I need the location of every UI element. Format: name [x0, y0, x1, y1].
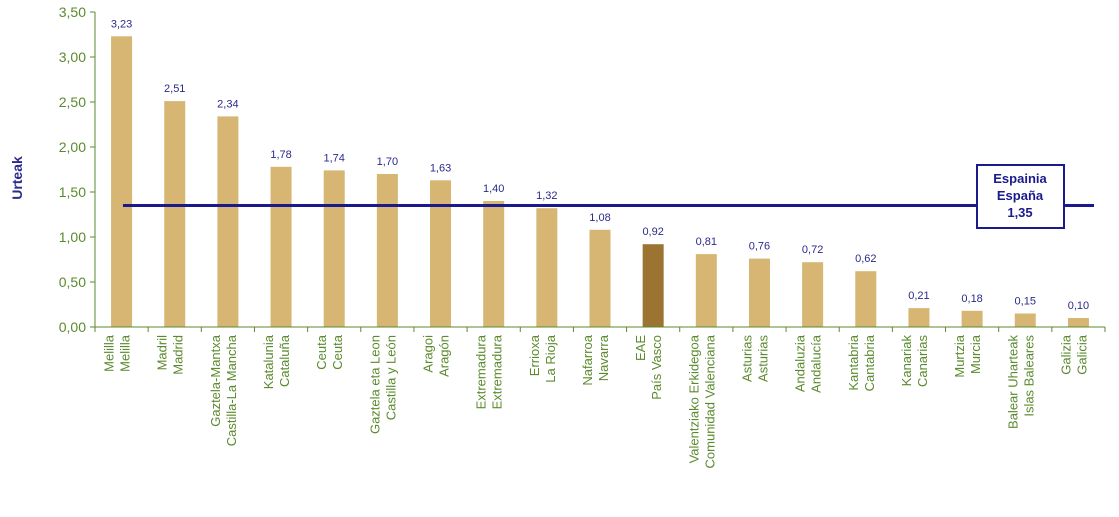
value-labels: 3,23 2,51 2,34 1,78 1,74 1,70 1,63 1,40 1,32 1,08… [111, 18, 1089, 312]
bar [536, 208, 558, 327]
value-label: 3,23 [111, 18, 132, 30]
category-label: Extremadura [490, 334, 505, 409]
bar [164, 101, 186, 327]
y-tick-label: 3,50 [59, 4, 86, 20]
bars [111, 36, 1089, 328]
category-label: Balear Uharteak [1005, 335, 1020, 429]
y-tick-label: 1,00 [59, 229, 86, 245]
category-label: Asturias [739, 335, 754, 382]
value-label: 2,51 [164, 83, 185, 95]
value-label: 1,74 [323, 152, 344, 164]
category-label: Gaztela-Mantxa [208, 334, 223, 427]
bar [430, 180, 452, 327]
bar [855, 271, 877, 327]
category-label: Islas Baleares [1021, 335, 1036, 417]
category-label: Ceuta [314, 334, 329, 369]
value-label: 1,78 [270, 149, 291, 161]
bar [323, 170, 345, 327]
y-tick-label: 0,50 [59, 274, 86, 290]
y-tick-label: 0,00 [59, 319, 86, 335]
category-label: EAE [633, 335, 648, 361]
bar [483, 201, 505, 327]
axes [94, 12, 1106, 332]
y-axis-label: Urteak [9, 156, 25, 200]
category-label: Aragón [437, 335, 452, 377]
value-label: 0,81 [696, 236, 717, 248]
category-label: Navarra [596, 334, 611, 381]
bar [1014, 313, 1036, 327]
value-label: 0,10 [1068, 300, 1089, 312]
category-label: Ceuta [330, 334, 345, 369]
category-label: Asturias [755, 335, 770, 382]
value-label: 1,70 [377, 156, 398, 168]
category-label: Madril [155, 335, 170, 371]
value-label: 2,34 [217, 98, 238, 110]
category-label: Kantabria [846, 334, 861, 390]
category-label: Valentziako Erkidegoa [686, 334, 701, 463]
category-label: La Rioja [543, 334, 558, 382]
bar [802, 262, 824, 327]
category-label: Nafarroa [580, 334, 595, 385]
category-label: Melilla [118, 334, 133, 372]
category-label: Canarias [915, 335, 930, 388]
reference-label-text: Espainia [993, 171, 1047, 186]
category-label: Murtzia [952, 334, 967, 377]
category-label: Castilla-La Mancha [224, 334, 239, 446]
category-label: Andalucía [809, 334, 824, 393]
category-label: Galizia [1058, 334, 1073, 375]
category-label: Aragoi [421, 335, 436, 373]
bar [111, 36, 133, 328]
bar [270, 166, 292, 327]
y-tick-label: 2,50 [59, 94, 86, 110]
bar [1067, 318, 1089, 327]
reference-label-text: España [997, 188, 1044, 203]
bar [217, 116, 239, 328]
reference-line: Espainia España 1,35 [123, 164, 1094, 229]
y-tick-label: 2,00 [59, 139, 86, 155]
category-label: Murcia [968, 334, 983, 374]
category-label: Comunidad Valenciana [702, 334, 717, 468]
value-label: 1,32 [536, 190, 557, 202]
value-label: 0,76 [749, 241, 770, 253]
category-label: País Vasco [649, 335, 664, 400]
category-label: Galicia [1074, 334, 1089, 375]
value-label: 0,92 [642, 226, 663, 238]
category-label: Andaluzia [793, 334, 808, 392]
y-tick-label: 3,00 [59, 49, 86, 65]
category-label: Gaztela eta Leon [367, 335, 382, 434]
reference-label-box [976, 164, 1065, 229]
category-labels: Melilla Melilla Madril Madrid Gaztela-Mantxa… [102, 334, 1090, 468]
category-label: Extremadura [474, 334, 489, 409]
bar [695, 254, 717, 327]
category-label: Madrid [171, 335, 186, 375]
value-label: 1,63 [430, 162, 451, 174]
value-label: 0,72 [802, 244, 823, 256]
category-label: Melilla [102, 334, 117, 372]
bar [642, 244, 664, 327]
bar [748, 258, 770, 327]
category-label: Errioxa [527, 334, 542, 376]
y-axis-ticks: 0,00 0,50 1,00 1,50 2,00 2,50 3,00 3,50 [59, 4, 95, 335]
value-label: 1,40 [483, 183, 504, 195]
category-label: Cataluña [277, 334, 292, 387]
y-tick-label: 1,50 [59, 184, 86, 200]
bar [376, 174, 398, 327]
value-label: 0,15 [1015, 296, 1036, 308]
category-label: Castilla y León [383, 335, 398, 420]
value-label: 0,18 [961, 293, 982, 305]
bar [589, 229, 611, 327]
reference-label-text: 1,35 [1007, 205, 1032, 220]
value-label: 0,21 [908, 290, 929, 302]
bar [908, 308, 930, 327]
value-label: 1,08 [589, 212, 610, 224]
category-label: Cantabria [862, 334, 877, 391]
bar [961, 310, 983, 327]
category-label: Katalunia [261, 334, 276, 389]
category-label: Kanariak [899, 335, 914, 387]
value-label: 0,62 [855, 253, 876, 265]
